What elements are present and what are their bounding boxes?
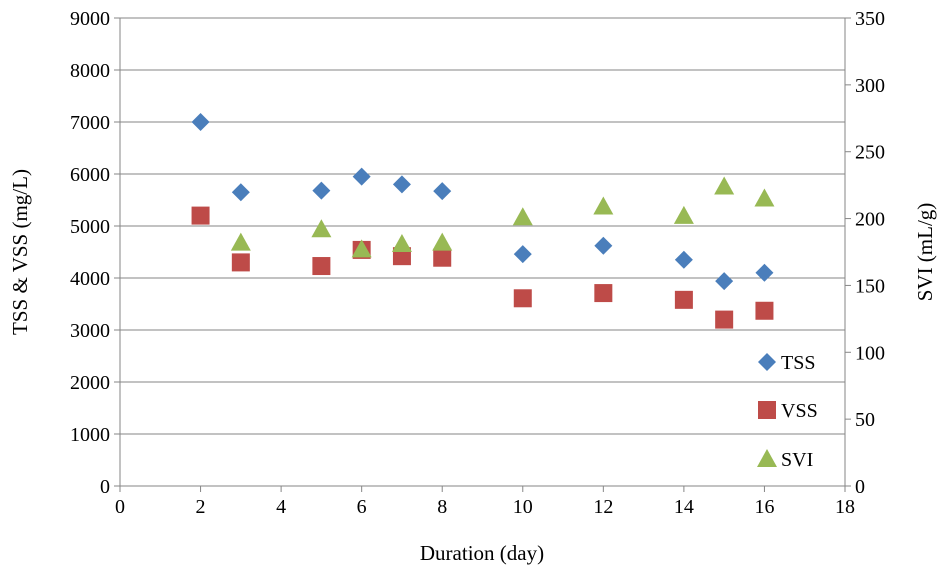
y-tick-label: 9000 bbox=[70, 8, 110, 30]
y-tick-label: 3000 bbox=[70, 320, 110, 342]
tss-point bbox=[674, 250, 693, 269]
vss-point bbox=[312, 257, 331, 276]
x-tick-label: 14 bbox=[674, 496, 694, 518]
svi-point bbox=[311, 219, 332, 238]
svi-point bbox=[230, 232, 251, 251]
x-tick-label: 18 bbox=[835, 496, 855, 518]
tss-point bbox=[191, 113, 210, 131]
y-tick-label: 7000 bbox=[70, 112, 110, 134]
svi-point bbox=[673, 205, 694, 224]
svi-point bbox=[351, 239, 372, 258]
axes bbox=[114, 17, 851, 492]
x-tick-label: 2 bbox=[196, 496, 206, 518]
vss-point bbox=[674, 290, 693, 309]
legend-svi-marker bbox=[757, 449, 777, 467]
x-tick-label: 4 bbox=[276, 496, 286, 518]
x-tick-label: 12 bbox=[593, 496, 613, 518]
legend-vss-marker bbox=[758, 401, 776, 419]
tss-series bbox=[191, 113, 774, 291]
vss-point bbox=[755, 301, 774, 320]
tss-point bbox=[594, 236, 613, 255]
x-tick-labels: 0 2 4 6 8 10 12 14 16 18 bbox=[115, 496, 855, 518]
gridlines bbox=[120, 17, 845, 435]
vss-point bbox=[594, 284, 613, 303]
y-tick-label: 1000 bbox=[70, 424, 110, 446]
y-tick-label: 5000 bbox=[70, 216, 110, 238]
legend: TSS VSS SVI bbox=[757, 352, 818, 471]
y2-tick-label: 250 bbox=[855, 142, 885, 164]
x-tick-label: 0 bbox=[115, 496, 125, 518]
tss-point bbox=[352, 167, 371, 186]
y2-tick-label: 200 bbox=[855, 209, 885, 231]
legend-item-vss: VSS bbox=[758, 400, 818, 422]
svi-series bbox=[230, 176, 775, 258]
svi-point bbox=[593, 196, 614, 215]
y-tick-label: 0 bbox=[100, 476, 110, 498]
y2-tick-label: 150 bbox=[855, 275, 885, 297]
y2-axis-title: SVI (mL/g) bbox=[913, 203, 937, 302]
svi-point bbox=[391, 233, 412, 252]
legend-tss-marker bbox=[758, 353, 776, 371]
tss-point bbox=[755, 263, 774, 282]
x-tick-label: 10 bbox=[513, 496, 533, 518]
tss-point bbox=[231, 183, 250, 202]
x-tick-label: 8 bbox=[437, 496, 447, 518]
x-tick-label: 6 bbox=[357, 496, 367, 518]
legend-item-svi: SVI bbox=[757, 449, 813, 471]
y-tick-label: 8000 bbox=[70, 60, 110, 82]
y2-tick-label: 350 bbox=[855, 8, 885, 30]
data-points bbox=[191, 113, 775, 329]
y-axis-title: TSS & VSS (mg/L) bbox=[8, 169, 32, 335]
svi-point bbox=[754, 188, 775, 207]
tss-point bbox=[513, 245, 532, 264]
tss-point bbox=[392, 175, 411, 194]
y-tick-label: 6000 bbox=[70, 164, 110, 186]
svi-point bbox=[714, 176, 735, 195]
y2-tick-label: 50 bbox=[855, 409, 875, 431]
x-axis-title: Duration (day) bbox=[420, 541, 544, 565]
tss-point bbox=[433, 182, 452, 201]
y2-tick-label: 100 bbox=[855, 342, 885, 364]
vss-point bbox=[433, 248, 452, 267]
tss-point bbox=[312, 181, 331, 200]
legend-vss-label: VSS bbox=[781, 400, 818, 422]
y-tick-label: 2000 bbox=[70, 372, 110, 394]
vss-series bbox=[191, 206, 774, 329]
vss-point bbox=[191, 206, 210, 225]
legend-svi-label: SVI bbox=[781, 449, 813, 471]
svi-point bbox=[512, 207, 533, 226]
y2-tick-label: 0 bbox=[855, 476, 865, 498]
y-tick-labels: 0 1000 2000 3000 4000 5000 6000 7000 8000 9000 bbox=[70, 8, 110, 498]
x-tick-label: 16 bbox=[754, 496, 774, 518]
y2-tick-label: 300 bbox=[855, 75, 885, 97]
vss-point bbox=[231, 253, 250, 272]
svi-point bbox=[432, 232, 453, 251]
vss-point bbox=[715, 310, 734, 329]
legend-tss-label: TSS bbox=[781, 352, 815, 374]
legend-item-tss: TSS bbox=[758, 352, 815, 374]
y2-tick-labels: 0 50 100 150 200 250 300 350 bbox=[855, 8, 885, 498]
vss-point bbox=[513, 289, 532, 308]
tss-point bbox=[715, 272, 734, 291]
y-tick-label: 4000 bbox=[70, 268, 110, 290]
